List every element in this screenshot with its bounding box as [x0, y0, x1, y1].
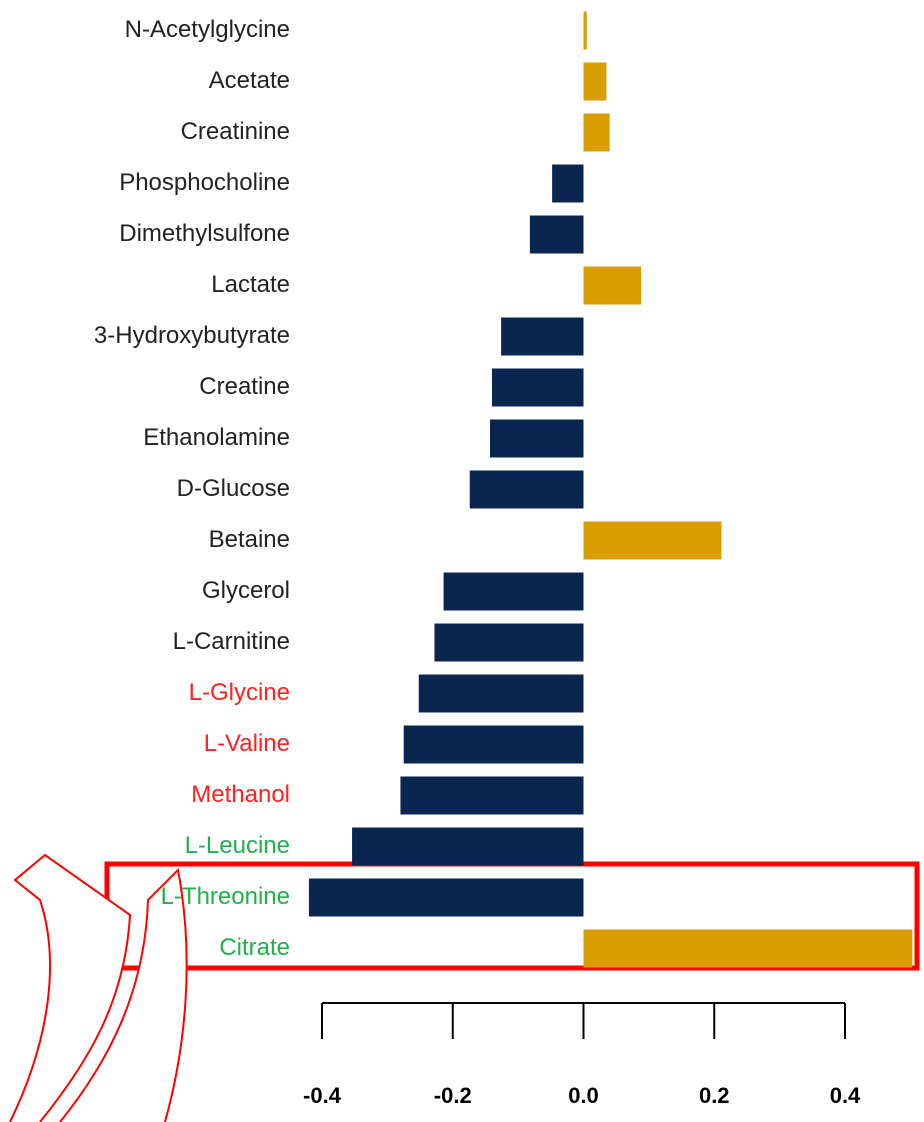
category-label: Creatine — [199, 373, 290, 400]
category-label: L-Valine — [204, 730, 290, 757]
category-label: D-Glucose — [177, 475, 290, 502]
bar — [583, 929, 913, 968]
category-label: Methanol — [191, 781, 290, 808]
bar — [308, 878, 584, 917]
bar — [583, 521, 722, 560]
category-label: N-Acetylglycine — [125, 16, 290, 43]
bar — [501, 317, 584, 356]
bar — [352, 827, 584, 866]
x-tick-label: 0.2 — [699, 1083, 730, 1108]
bar — [529, 215, 584, 254]
category-label: 3-Hydroxybutyrate — [94, 322, 290, 349]
category-label: Acetate — [209, 67, 290, 94]
category-label: L-Glycine — [189, 679, 290, 706]
bar — [583, 11, 587, 50]
category-label: Phosphocholine — [119, 169, 290, 196]
category-label: L-Leucine — [185, 832, 290, 859]
category-label: Ethanolamine — [143, 424, 290, 451]
category-label: Creatinine — [181, 118, 290, 145]
bar — [443, 572, 584, 611]
x-tick-label: 0.0 — [568, 1083, 599, 1108]
bar — [583, 113, 610, 152]
bar — [583, 62, 607, 101]
x-tick-label: -0.2 — [434, 1083, 472, 1108]
category-label: Lactate — [211, 271, 290, 298]
category-label: L-Carnitine — [173, 628, 290, 655]
category-label: Dimethylsulfone — [119, 220, 290, 247]
bar — [583, 266, 642, 305]
category-label: Betaine — [209, 526, 290, 553]
x-tick-label: -0.4 — [303, 1083, 342, 1108]
bar — [469, 470, 584, 509]
bar — [490, 419, 584, 458]
category-label: Glycerol — [202, 577, 290, 604]
arrow — [9, 853, 188, 1122]
bar — [491, 368, 584, 407]
bar — [403, 725, 584, 764]
bar — [552, 164, 584, 203]
category-label: L-Threonine — [161, 883, 290, 910]
bar — [418, 674, 584, 713]
bar — [400, 776, 584, 815]
x-tick-label: 0.4 — [830, 1083, 861, 1108]
category-label: Citrate — [219, 934, 290, 961]
bar — [434, 623, 584, 662]
